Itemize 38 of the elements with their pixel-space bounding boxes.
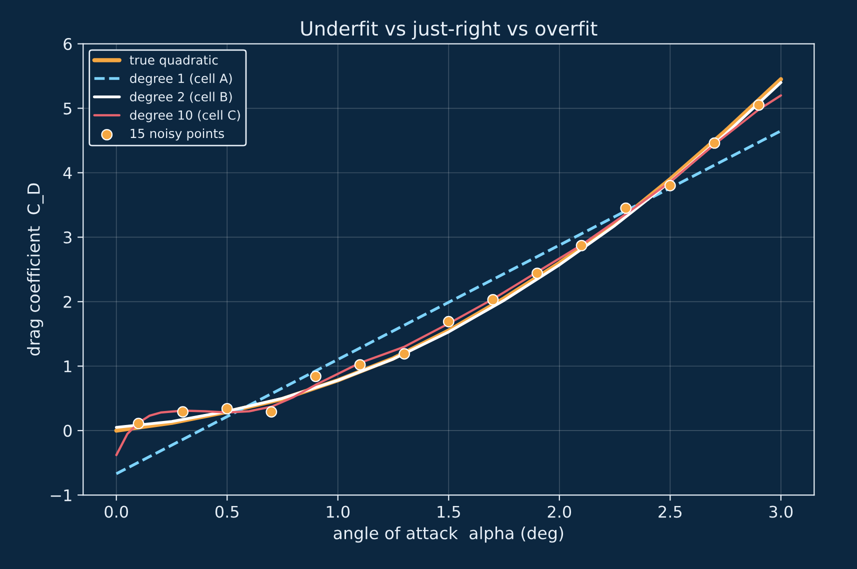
- legend-label: degree 2 (cell B): [130, 92, 232, 104]
- point: [442, 316, 454, 328]
- legend-label: 15 noisy points: [130, 128, 224, 141]
- x-tick-label: 2.5: [658, 506, 682, 518]
- point: [753, 99, 764, 111]
- point: [576, 240, 588, 252]
- y-tick-label: 3: [64, 231, 72, 244]
- point: [487, 294, 499, 306]
- point: [310, 370, 322, 382]
- x-tick-label: 2.0: [548, 506, 572, 518]
- point: [354, 359, 366, 371]
- x-tick-label: 3.0: [769, 506, 793, 518]
- point: [266, 406, 278, 418]
- y-tick-label: −1: [50, 489, 72, 502]
- x-axis-title: angle of attack alpha (deg): [334, 526, 564, 543]
- y-axis-title: drag coefficient C_D: [27, 183, 44, 356]
- x-tick-label: 1.5: [438, 506, 460, 518]
- point: [620, 202, 632, 214]
- x-tick-label: 0.5: [215, 506, 238, 518]
- point: [132, 418, 144, 430]
- x-tick-label: 0.0: [104, 506, 128, 518]
- x-tick-label: 1.0: [326, 506, 350, 518]
- y-tick-label: 1: [64, 360, 72, 372]
- y-tick-label: 2: [64, 296, 72, 308]
- point: [708, 137, 720, 149]
- y-tick-label: 4: [63, 167, 72, 179]
- point: [177, 406, 189, 418]
- point: [398, 348, 410, 360]
- legend-label: true quadratic: [130, 55, 218, 68]
- legend-label: degree 10 (cell C): [130, 110, 240, 122]
- point: [221, 402, 233, 414]
- y-tick-label: 6: [64, 38, 72, 50]
- point: [664, 180, 676, 192]
- chart-title: Underfit vs just-right vs overfit: [301, 20, 598, 40]
- legend-label: degree 1 (cell A): [130, 73, 232, 86]
- y-tick-label: 0: [64, 424, 72, 437]
- y-tick-label: 5: [64, 102, 72, 115]
- point: [532, 268, 543, 279]
